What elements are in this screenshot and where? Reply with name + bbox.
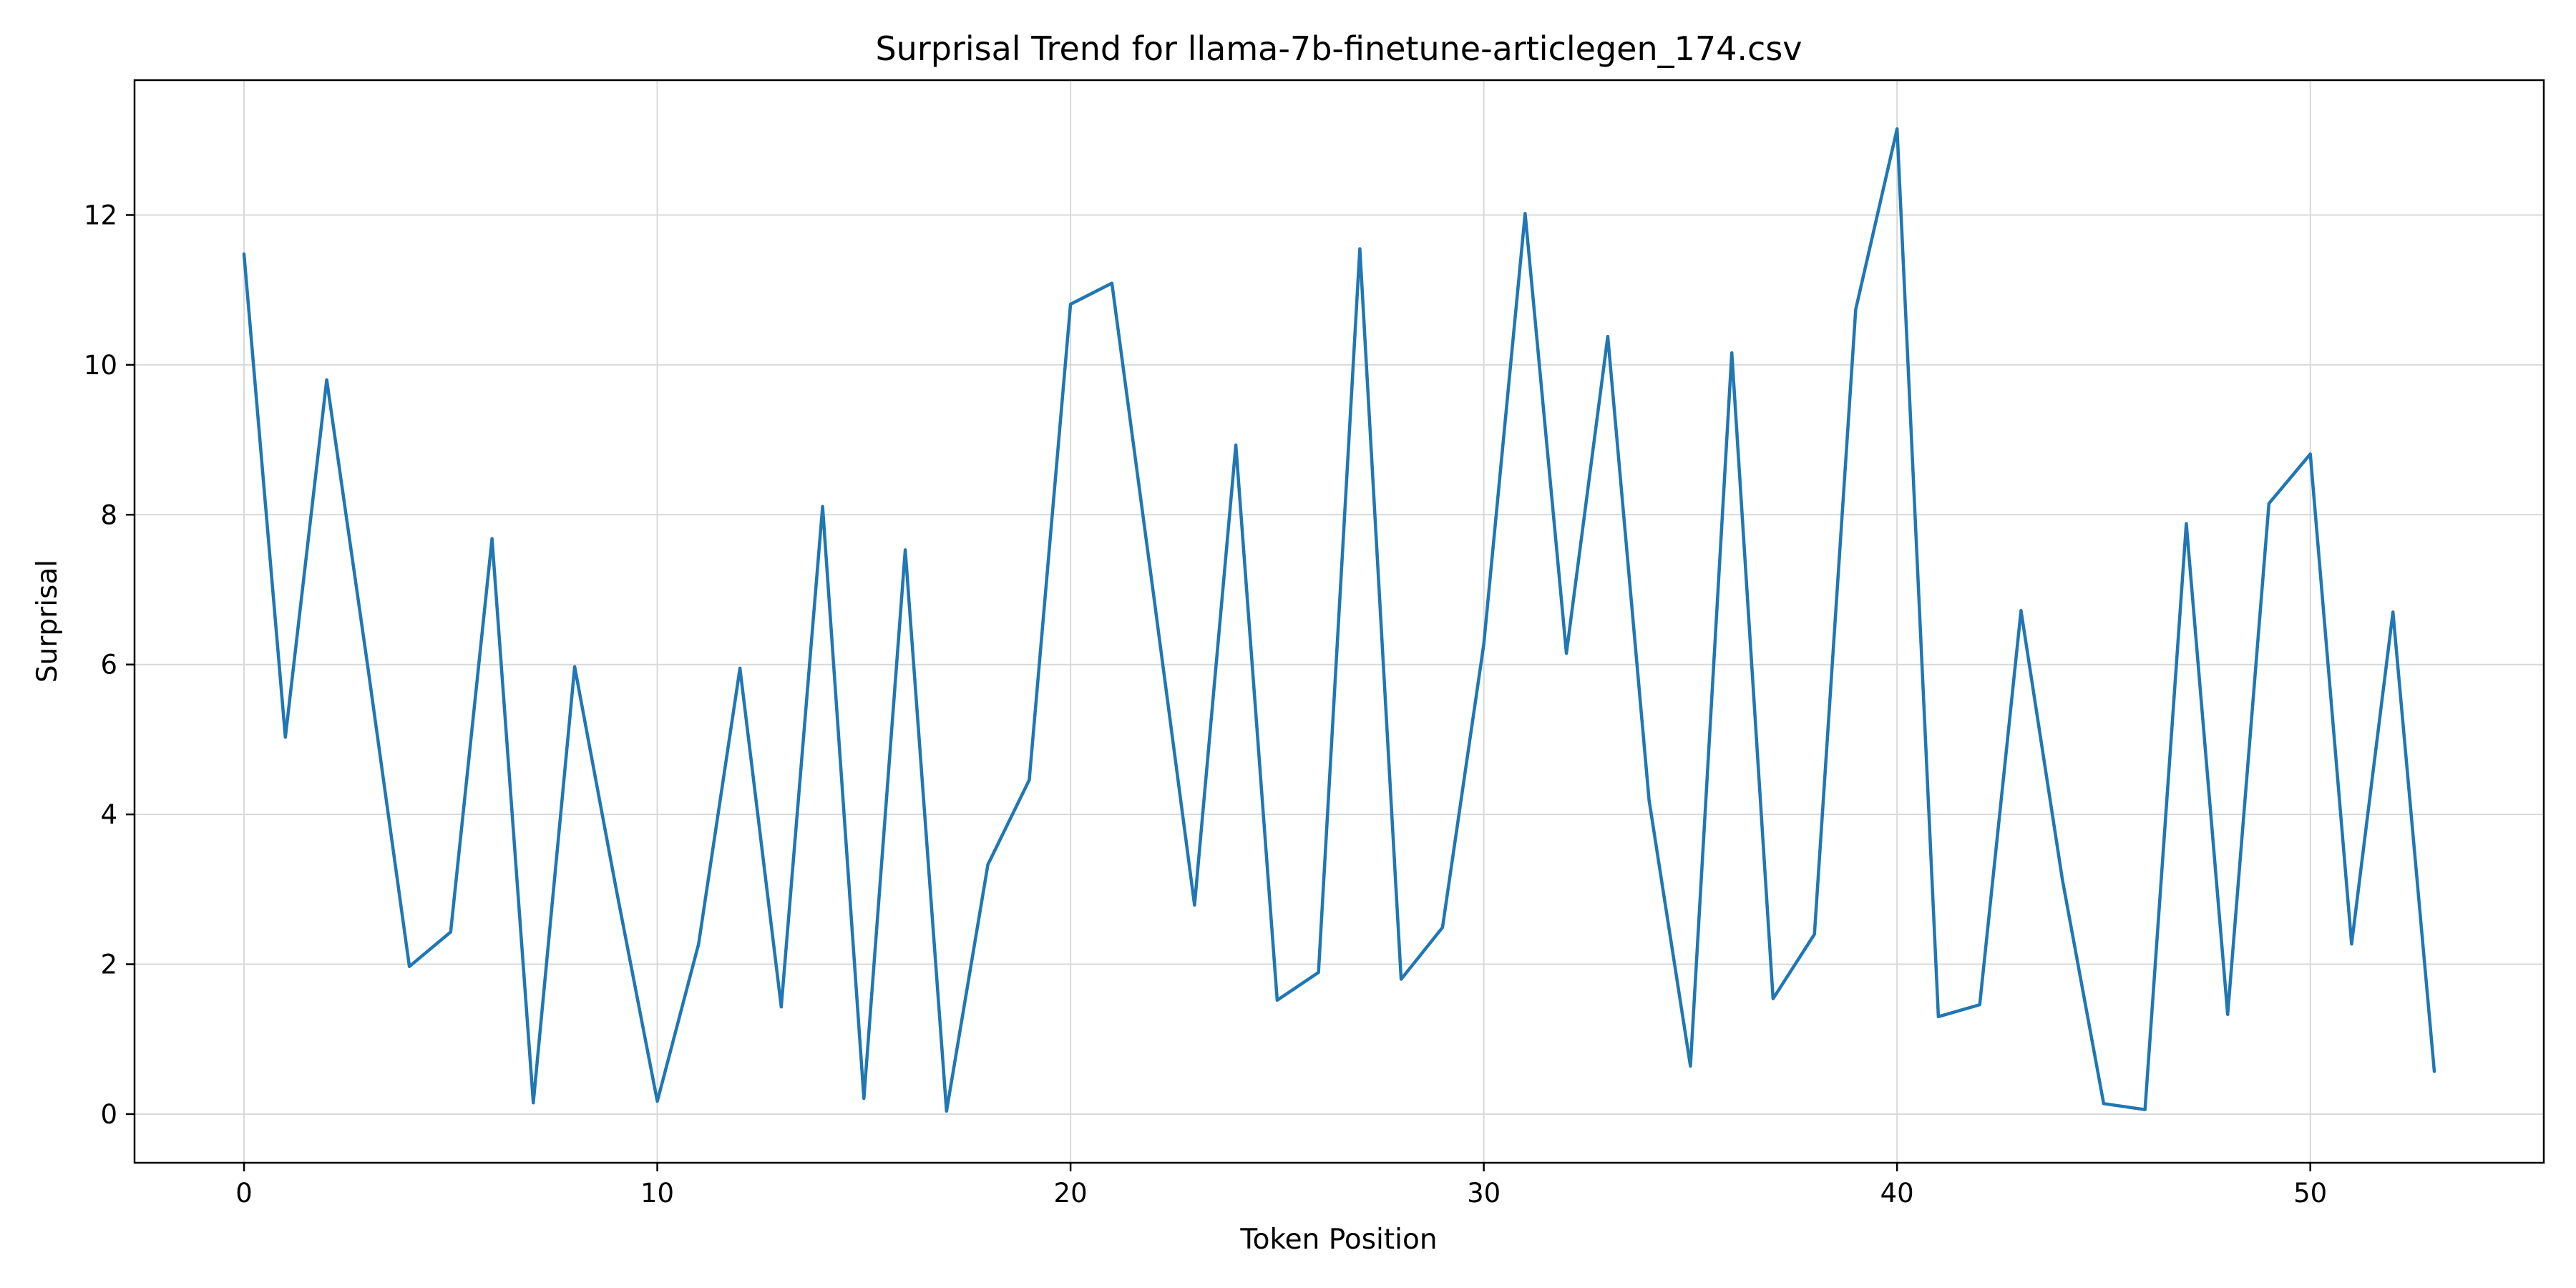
plot-frame: [133, 79, 2545, 1164]
x-axis-ticks: 0 10 20 30 40 50: [235, 1163, 2327, 1209]
grid: [135, 80, 2544, 1163]
series-layer: [242, 127, 2436, 1113]
y-tick-label: 2: [100, 950, 117, 980]
y-tick-label: 10: [84, 350, 117, 381]
y-tick-label: 6: [100, 650, 117, 680]
y-axis-ticks: 0 2 4 6 8 10 12: [84, 200, 135, 1130]
surprisal-series-line: [242, 127, 2436, 1113]
y-axis-label: Surprisal: [31, 560, 64, 683]
x-tick-label: 40: [1880, 1178, 1914, 1209]
y-tick-label: 12: [84, 200, 117, 230]
chart-title: Surprisal Trend for llama-7b-finetune-ar…: [875, 29, 1802, 68]
y-tick-label: 8: [100, 499, 117, 530]
y-tick-label: 4: [100, 799, 117, 830]
x-tick-label: 0: [235, 1178, 253, 1209]
x-tick-label: 20: [1054, 1178, 1088, 1209]
x-tick-label: 50: [2293, 1178, 2327, 1209]
x-axis-label: Token Position: [1239, 1224, 1437, 1256]
y-tick-label: 0: [100, 1099, 117, 1130]
x-tick-label: 10: [640, 1178, 674, 1209]
x-tick-label: 30: [1467, 1178, 1501, 1209]
